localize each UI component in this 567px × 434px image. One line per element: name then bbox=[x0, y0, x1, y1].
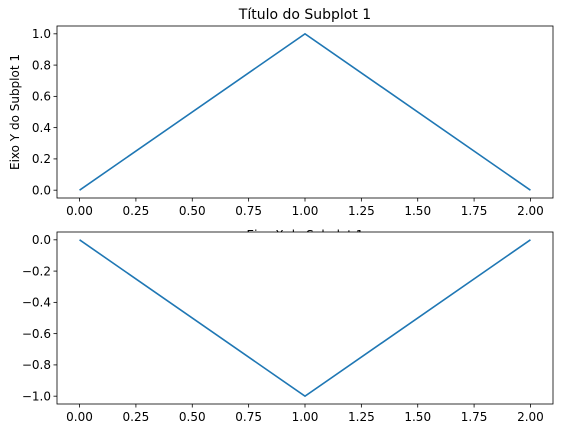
y-tick-label: 0.8 bbox=[32, 58, 51, 72]
x-tick-label: 2.00 bbox=[517, 410, 544, 424]
x-tick-label: 0.75 bbox=[235, 204, 262, 218]
x-tick-label: 0.00 bbox=[66, 410, 93, 424]
y-axis-label: Eixo Y do Subplot 1 bbox=[8, 54, 22, 170]
y-tick-label: 1.0 bbox=[32, 27, 51, 41]
subplot-1: 0.00 0.25 0.50 0.75 1.00 1.25 1.50 1.75 2.00 0.0 0… bbox=[8, 7, 554, 242]
y-tick-label: 0.2 bbox=[32, 152, 51, 166]
y-tick-label: −0.8 bbox=[22, 358, 51, 372]
x-tick-label: 1.25 bbox=[348, 410, 375, 424]
subplot-2: 0.00 0.25 0.50 0.75 1.00 1.25 1.50 1.75 2.00 0.0 −… bbox=[22, 231, 554, 424]
y-tick-label: −0.2 bbox=[22, 264, 51, 278]
x-tick-label: 1.00 bbox=[292, 410, 319, 424]
x-tick-label: 0.25 bbox=[123, 204, 150, 218]
x-tick-label: 1.50 bbox=[404, 204, 431, 218]
x-tick-label: 0.50 bbox=[179, 410, 206, 424]
y-tick-label: −0.4 bbox=[22, 296, 51, 310]
x-tick-label: 1.50 bbox=[404, 410, 431, 424]
y-tick-label: 0.0 bbox=[32, 183, 51, 197]
x-tick-label: 0.00 bbox=[66, 204, 93, 218]
x-tick-label: 0.50 bbox=[179, 204, 206, 218]
series-line bbox=[79, 32, 531, 191]
x-tick-label: 0.25 bbox=[123, 410, 150, 424]
axes-background bbox=[57, 232, 553, 404]
series-line bbox=[79, 239, 531, 398]
y-tick-label: 0.4 bbox=[32, 121, 51, 135]
x-tick-label: 1.75 bbox=[461, 410, 488, 424]
y-tick-label: −0.6 bbox=[22, 327, 51, 341]
y-tick-label: 0.0 bbox=[32, 233, 51, 247]
chart-title: Título do Subplot 1 bbox=[238, 7, 371, 23]
x-tick-label: 1.25 bbox=[348, 204, 375, 218]
x-tick-label: 1.00 bbox=[292, 204, 319, 218]
x-tick-label: 1.75 bbox=[461, 204, 488, 218]
x-tick-label: 0.75 bbox=[235, 410, 262, 424]
x-tick-label: 2.00 bbox=[517, 204, 544, 218]
y-tick-label: 0.6 bbox=[32, 90, 51, 104]
axes-frame bbox=[56, 25, 554, 199]
y-tick-label: −1.0 bbox=[22, 389, 51, 403]
